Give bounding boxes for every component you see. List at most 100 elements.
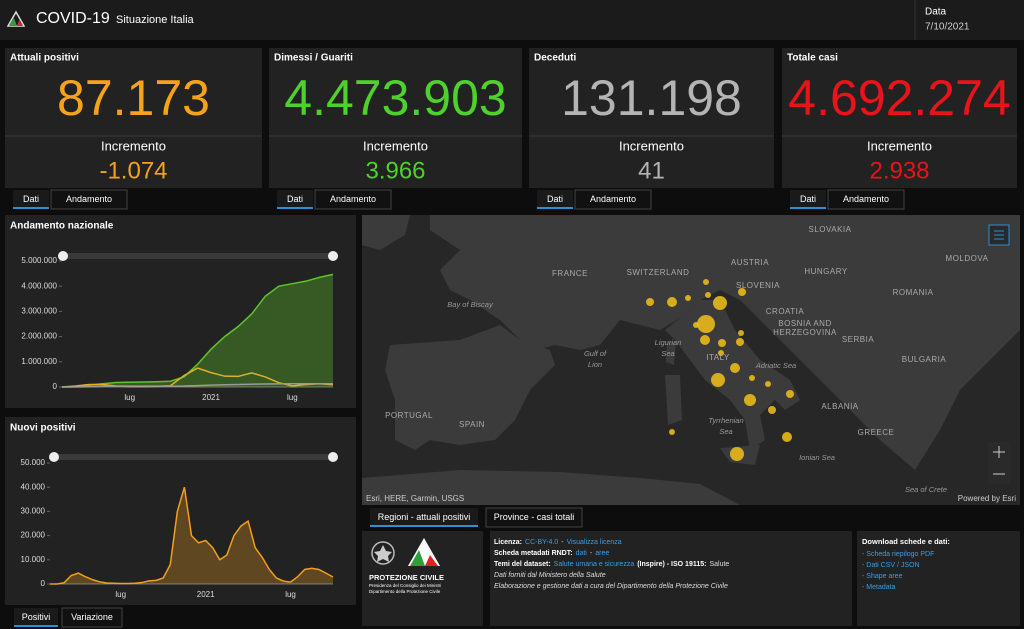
info-line: Elaborazione e gestione dati a cura del … xyxy=(494,583,728,590)
info-link[interactable]: aree xyxy=(595,550,609,557)
trend-title: Andamento nazionale xyxy=(10,221,114,232)
line xyxy=(61,382,334,388)
slider-handle[interactable] xyxy=(49,452,59,462)
map-label: Sea of Crete xyxy=(905,485,947,494)
date-label: Data xyxy=(925,7,947,18)
download-link[interactable]: - Scheda riepilogo PDF xyxy=(862,551,934,558)
tab-label[interactable]: Positivi xyxy=(22,612,51,622)
tab[interactable] xyxy=(61,607,123,628)
info-panel xyxy=(490,531,852,626)
kpi-increment: 2.938 xyxy=(869,157,929,184)
tab[interactable] xyxy=(574,189,652,210)
map-label: CROATIA xyxy=(766,307,805,316)
slider-track[interactable] xyxy=(62,253,333,259)
kpi-increment: 41 xyxy=(638,157,665,184)
map-attribution: Esri, HERE, Garmin, USGS xyxy=(366,494,464,503)
line xyxy=(61,367,334,388)
info-link[interactable]: dati xyxy=(576,550,588,557)
zoom-in[interactable] xyxy=(993,446,1005,458)
info-link[interactable]: Visualizza licenza xyxy=(567,539,622,546)
tab-label[interactable]: Dati xyxy=(23,194,39,204)
map-label: Lion xyxy=(588,360,602,369)
map-label: HUNGARY xyxy=(804,267,848,276)
trend-panel xyxy=(5,215,356,408)
new-cases-title: Nuovi positivi xyxy=(10,423,76,434)
x-tick-label: 2021 xyxy=(197,590,215,599)
info-line: Licenza: CC-BY-4.0- Visualizza licenza xyxy=(494,539,622,546)
app-logo xyxy=(6,10,26,27)
logo-emblems xyxy=(371,538,440,566)
info-text: Licenza: xyxy=(494,539,522,546)
map-label: Tyrrhenian xyxy=(708,416,743,425)
tab-label[interactable]: Andamento xyxy=(843,194,889,204)
tab[interactable] xyxy=(537,190,573,209)
tab[interactable] xyxy=(13,190,49,209)
y-tick-label: 3.000.000 xyxy=(21,307,57,316)
map-label: Sea xyxy=(719,427,732,436)
new-cases-panel xyxy=(5,417,356,605)
x-tick-label: lug xyxy=(115,590,126,599)
x-tick-label: lug xyxy=(124,393,135,402)
tab[interactable] xyxy=(277,190,313,209)
kpi-title: Dimessi / Guariti xyxy=(274,53,353,64)
info-text: Scheda metadati RNDT: xyxy=(494,550,573,557)
legend-icon xyxy=(994,230,1004,240)
map-label: Ionian Sea xyxy=(799,453,835,462)
info-text: - xyxy=(561,539,564,546)
tab-label[interactable]: Province - casi totali xyxy=(494,512,575,522)
tab-label[interactable]: Dati xyxy=(287,194,303,204)
tab-label[interactable]: Dati xyxy=(547,194,563,204)
kpi-value: 87.173 xyxy=(57,70,210,126)
kpi-card xyxy=(5,48,262,188)
y-tick-label: 50.000 xyxy=(21,458,46,467)
x-tick-label: 2021 xyxy=(202,393,220,402)
tab-label[interactable]: Andamento xyxy=(66,194,112,204)
tab[interactable] xyxy=(790,190,826,209)
tab[interactable] xyxy=(314,189,392,210)
map-label: Ligurian xyxy=(655,338,682,347)
kpi-value: 4.473.903 xyxy=(284,70,506,126)
tab[interactable] xyxy=(370,508,478,527)
y-tick-label: 30.000 xyxy=(21,507,46,516)
tab[interactable] xyxy=(50,189,128,210)
tab-label[interactable]: Variazione xyxy=(71,612,113,622)
tab-label[interactable]: Andamento xyxy=(590,194,636,204)
map-powered-by[interactable]: Powered by Esri xyxy=(958,494,1016,503)
slider-handle[interactable] xyxy=(328,251,338,261)
map-label: SLOVAKIA xyxy=(809,225,852,234)
map-label: ALBANIA xyxy=(821,402,858,411)
info-text: Elaborazione e gestione dati a cura del … xyxy=(494,583,728,590)
map-label: BOSNIA AND xyxy=(778,319,831,328)
kpi-title: Attuali positivi xyxy=(10,53,79,64)
tab[interactable] xyxy=(827,189,905,210)
info-link[interactable]: CC-BY-4.0 xyxy=(525,539,558,546)
info-line: Dati forniti dal Ministero della Salute xyxy=(494,572,606,579)
tab-label[interactable]: Regioni - attuali positivi xyxy=(378,512,471,522)
slider-handle[interactable] xyxy=(58,251,68,261)
map-label: PORTUGAL xyxy=(385,411,433,420)
map-label: Sea xyxy=(661,349,674,358)
tab[interactable] xyxy=(485,507,583,528)
tab-label[interactable]: Andamento xyxy=(330,194,376,204)
info-text: Temi del dataset: xyxy=(494,561,551,568)
x-tick-label: lug xyxy=(285,590,296,599)
info-text: - xyxy=(590,550,593,557)
tab-label[interactable]: Dati xyxy=(800,194,816,204)
tab[interactable] xyxy=(14,608,58,627)
y-tick-label: 1.000.000 xyxy=(21,357,57,366)
date-value: 7/10/2021 xyxy=(925,22,970,33)
map-label: BULGARIA xyxy=(902,355,947,364)
map-label: HERZEGOVINA xyxy=(773,328,837,337)
map[interactable] xyxy=(362,215,1020,505)
map-label: SPAIN xyxy=(459,420,485,429)
download-link[interactable]: - Metadata xyxy=(862,584,896,591)
kpi-value: 131.198 xyxy=(561,70,742,126)
download-link[interactable]: - Dati CSV / JSON xyxy=(862,562,920,569)
y-tick-label: 5.000.000 xyxy=(21,256,57,265)
slider-handle[interactable] xyxy=(328,452,338,462)
slider-track[interactable] xyxy=(50,454,333,460)
download-link[interactable]: - Shape aree xyxy=(862,573,903,580)
info-link[interactable]: Salute umana e sicurezza xyxy=(554,561,635,568)
tab-underline xyxy=(537,207,573,209)
kpi-title: Totale casi xyxy=(787,53,838,64)
